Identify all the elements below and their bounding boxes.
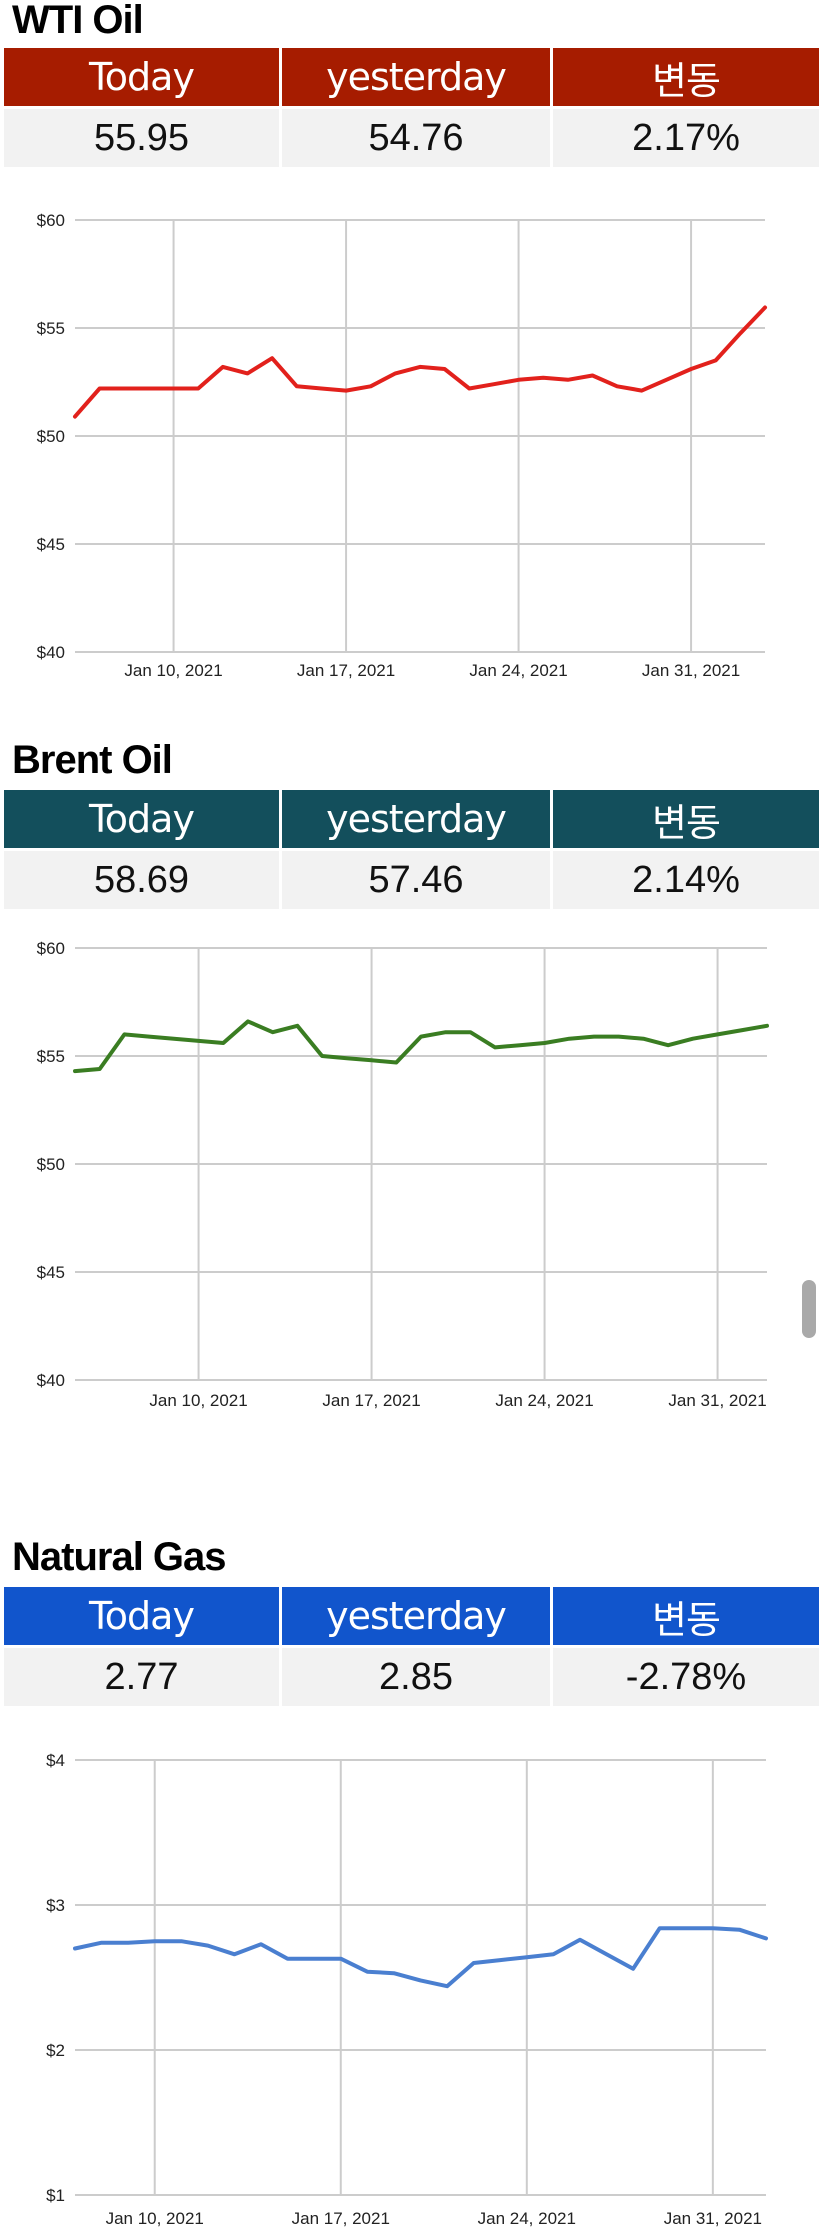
y-tick-label: $50 [37,427,65,446]
wti-header-yesterday: yesterday [279,48,552,109]
y-tick-label: $3 [46,1896,65,1915]
price-series-line [73,1019,769,1074]
y-tick-label: $4 [46,1751,65,1770]
brent-header-today: Today [4,790,281,851]
price-series-line [73,305,767,419]
brent-header-change: 변동 [550,790,819,851]
wti-value-row: 55.95 54.76 2.17% [4,107,819,167]
wti-change-value: 2.17% [550,107,819,167]
y-tick-label: $45 [37,1263,65,1282]
wti-quote-table: Today yesterday 변동 55.95 54.76 2.17% [4,48,819,167]
y-tick-label: $2 [46,2041,65,2060]
x-tick-label: Jan 31, 2021 [668,1391,766,1410]
natural-gas-quote-table: Today yesterday 변동 2.77 2.85 -2.78% [4,1587,819,1706]
brent-today-value: 58.69 [4,849,281,909]
brent-header-row: Today yesterday 변동 [4,790,819,851]
natural-gas-header-row: Today yesterday 변동 [4,1587,819,1648]
brent-title: Brent Oil [12,738,173,782]
y-tick-label: $40 [37,643,65,662]
brent-yesterday-value: 57.46 [279,849,552,909]
y-tick-label: $60 [37,939,65,958]
x-tick-label: Jan 10, 2021 [124,661,222,680]
price-series-line [73,1926,768,1989]
x-tick-label: Jan 17, 2021 [292,2209,390,2228]
brent-quote-table: Today yesterday 변동 58.69 57.46 2.14% [4,790,819,909]
wti-today-value: 55.95 [4,107,281,167]
natural-gas-today-value: 2.77 [4,1646,281,1706]
y-tick-label: $55 [37,319,65,338]
x-tick-label: Jan 24, 2021 [495,1391,593,1410]
brent-change-value: 2.14% [550,849,819,909]
scrollbar-thumb[interactable] [802,1280,816,1338]
y-tick-label: $1 [46,2186,65,2205]
natural-gas-header-yesterday: yesterday [279,1587,552,1648]
natural-gas-header-today: Today [4,1587,281,1648]
x-tick-label: Jan 31, 2021 [642,661,740,680]
x-tick-label: Jan 17, 2021 [297,661,395,680]
natural-gas-header-change: 변동 [550,1587,819,1648]
wti-title: WTI Oil [12,0,144,42]
brent-value-row: 58.69 57.46 2.14% [4,849,819,909]
wti-price-chart: $40 $45 $50 $55 $60 Jan 10, 2021 Jan 17, 2021 J… [37,211,767,680]
x-tick-label: Jan 10, 2021 [149,1391,247,1410]
x-tick-label: Jan 24, 2021 [478,2209,576,2228]
x-tick-label: Jan 10, 2021 [106,2209,204,2228]
natural-gas-value-row: 2.77 2.85 -2.78% [4,1646,819,1706]
x-tick-label: Jan 24, 2021 [469,661,567,680]
x-tick-label: Jan 17, 2021 [322,1391,420,1410]
y-tick-label: $45 [37,535,65,554]
natural-gas-title: Natural Gas [12,1535,227,1579]
x-tick-label: Jan 31, 2021 [664,2209,762,2228]
brent-price-chart: $40 $45 $50 $55 $60 Jan 10, 2021 Jan 17, 2021 J… [37,939,769,1410]
wti-header-change: 변동 [550,48,819,109]
y-tick-label: $40 [37,1371,65,1390]
wti-header-row: Today yesterday 변동 [4,48,819,109]
y-tick-label: $55 [37,1047,65,1066]
natural-gas-yesterday-value: 2.85 [279,1646,552,1706]
wti-yesterday-value: 54.76 [279,107,552,167]
wti-header-today: Today [4,48,281,109]
y-tick-label: $50 [37,1155,65,1174]
natural-gas-change-value: -2.78% [550,1646,819,1706]
natural-gas-price-chart: $1 $2 $3 $4 Jan 10, 2021 Jan 17, 2021 Jan 24, … [46,1751,768,2228]
y-tick-label: $60 [37,211,65,230]
brent-header-yesterday: yesterday [279,790,552,851]
